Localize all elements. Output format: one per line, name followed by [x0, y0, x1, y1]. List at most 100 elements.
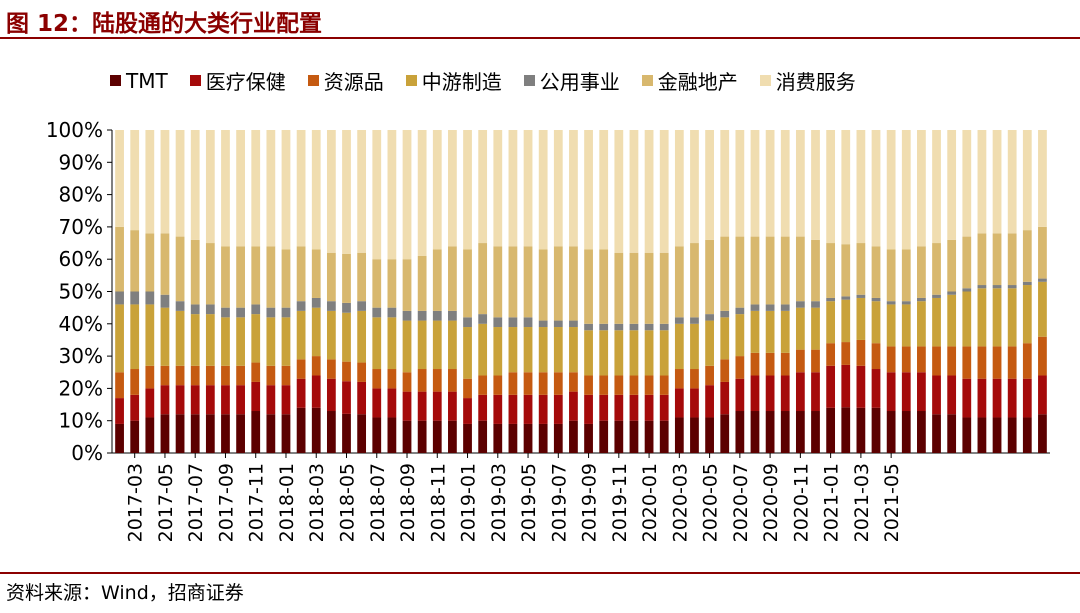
y-tick-label: 50% — [59, 280, 103, 304]
bar-segment — [281, 365, 291, 386]
bar-segment — [448, 130, 457, 247]
bar-segment — [190, 130, 200, 240]
bar-segment — [826, 365, 836, 408]
legend-item: 资源品 — [307, 66, 384, 95]
legend-item: 消费服务 — [759, 66, 856, 95]
y-tick-label: 60% — [59, 247, 103, 271]
bar-segment — [977, 346, 987, 379]
bar-segment — [402, 372, 412, 392]
bar-segment — [674, 317, 684, 324]
bar-segment — [115, 130, 124, 227]
bar-segment — [826, 130, 836, 244]
bar-segment — [175, 236, 185, 302]
bar-segment — [326, 411, 336, 453]
bar-segment — [130, 230, 140, 292]
bar-segment — [523, 327, 533, 373]
x-tick-label: 2017-07 — [185, 463, 207, 542]
bar-segment — [811, 349, 820, 373]
bar-segment — [569, 391, 578, 421]
bar-segment — [463, 398, 472, 424]
bar-segment — [674, 388, 684, 418]
bar-segment — [690, 317, 699, 324]
bar-segment — [417, 369, 427, 392]
bar-segment — [901, 301, 911, 305]
bar-segment — [432, 249, 442, 311]
bar-segment — [448, 420, 457, 453]
bar-segment — [780, 375, 790, 412]
bar-segment — [115, 398, 124, 424]
bar-segment — [629, 394, 639, 421]
bar-segment — [432, 420, 442, 453]
bar-segment — [992, 346, 1002, 379]
bar-segment — [493, 394, 503, 424]
bar-segment — [478, 375, 488, 395]
bar-segment — [1022, 378, 1032, 418]
bar-segment — [1022, 285, 1032, 344]
bar-segment — [190, 385, 200, 415]
bar-segment — [962, 378, 972, 418]
bar-segment — [750, 236, 760, 305]
bar-segment — [387, 259, 397, 308]
bar-segment — [705, 417, 714, 453]
bar-segment — [584, 375, 593, 395]
bar-segment — [190, 314, 200, 366]
bar-segment — [992, 130, 1002, 234]
bar-segment — [160, 307, 170, 366]
bar-segment — [917, 297, 926, 302]
bar-segment — [1007, 346, 1017, 379]
bar-segment — [175, 365, 185, 386]
bar-segment — [992, 417, 1002, 453]
bar-segment — [372, 259, 382, 308]
bar-segment — [281, 307, 291, 318]
bar-segment — [160, 365, 170, 386]
bar-segment — [977, 288, 987, 347]
bar-segment — [115, 372, 124, 399]
bar-segment — [553, 423, 563, 453]
y-tick-label: 90% — [59, 150, 103, 174]
bar-segment — [296, 301, 306, 311]
bar-segment — [130, 394, 140, 421]
bar-segment — [826, 243, 836, 298]
bar-segment — [644, 130, 654, 253]
bar-segment — [584, 130, 593, 250]
bar-segment — [236, 317, 245, 366]
bar-segment — [750, 375, 760, 412]
bar-segment — [750, 310, 760, 353]
bar-segment — [705, 130, 714, 240]
bar-segment — [674, 323, 684, 370]
bar-segment — [266, 307, 276, 318]
bar-segment — [508, 317, 518, 328]
bar-segment — [1022, 281, 1032, 286]
bar-segment — [493, 423, 503, 453]
bar-segment — [674, 369, 684, 389]
bar-segment — [569, 327, 578, 373]
bar-segment — [160, 233, 170, 295]
bar-segment — [992, 378, 1002, 418]
bar-segment — [720, 414, 730, 453]
bar-segment — [1022, 343, 1032, 379]
legend-label: 医疗保健 — [205, 70, 286, 94]
bar-segment — [478, 323, 488, 376]
bar-segment — [221, 130, 230, 247]
bar-segment — [402, 130, 412, 260]
bar-segment — [221, 365, 230, 386]
bar-segment — [493, 246, 503, 318]
bar-segment — [765, 375, 775, 412]
bar-segment — [720, 130, 730, 237]
x-tick-label: 2018-05 — [337, 463, 359, 542]
bar-segment — [115, 423, 124, 453]
bar-segment — [145, 417, 155, 453]
bar-segment — [901, 411, 911, 453]
bar-segment — [417, 255, 427, 311]
bar-segment — [448, 369, 457, 392]
bar-segment — [690, 323, 699, 370]
bar-segment — [977, 130, 987, 234]
bar-segment — [901, 249, 911, 302]
bar-segment — [523, 372, 533, 395]
bar-segment — [659, 252, 669, 324]
bar-segment — [644, 330, 654, 376]
bar-segment — [493, 375, 503, 395]
bar-segment — [871, 407, 881, 453]
bar-segment — [886, 130, 896, 250]
bar-segment — [917, 372, 926, 412]
